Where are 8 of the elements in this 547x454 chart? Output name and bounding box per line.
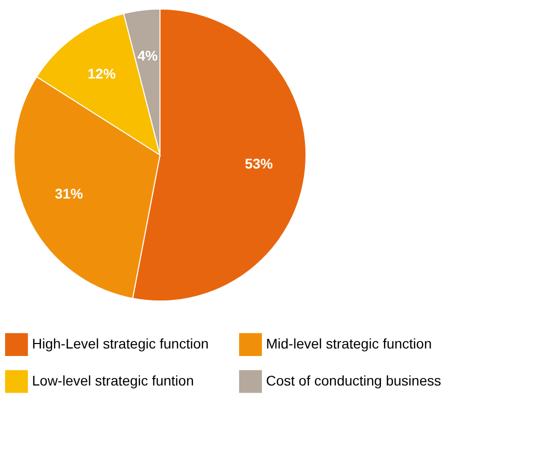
data-label: 12% <box>88 66 116 82</box>
data-label: 4% <box>137 48 158 64</box>
data-label: 31% <box>54 185 84 202</box>
legend-label: High-Level strategic function <box>32 336 209 352</box>
data-label: 53% <box>244 155 274 172</box>
legend-label: Low-level strategic funtion <box>32 372 194 388</box>
legend-label: Cost of conducting business <box>266 372 442 388</box>
legend-label: Mid-level strategic function <box>266 336 432 352</box>
